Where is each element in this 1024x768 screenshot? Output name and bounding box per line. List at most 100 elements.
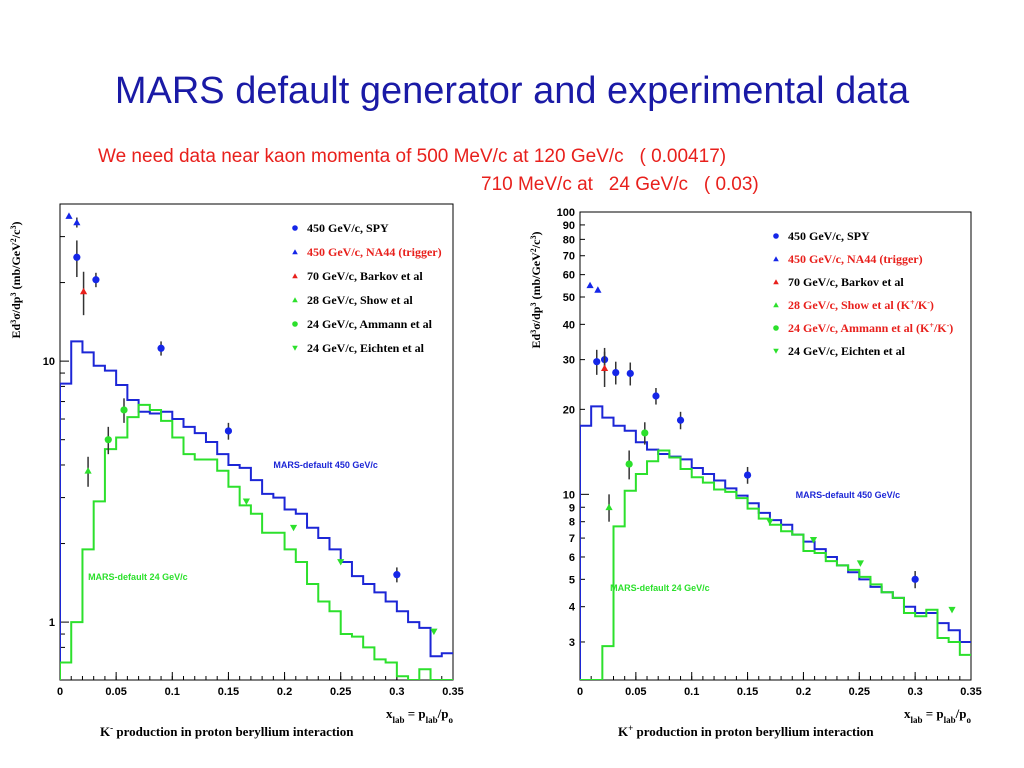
x-tick-label: 0.2 — [796, 686, 811, 698]
data-point — [430, 628, 438, 636]
data-point — [224, 427, 233, 435]
legend-marker — [773, 348, 779, 354]
data-point — [612, 368, 620, 377]
data-point — [641, 429, 649, 437]
x-tick-label: 0.3 — [907, 686, 922, 698]
data-point — [586, 281, 594, 289]
x-tick-label: 0 — [57, 686, 63, 698]
data-point — [626, 369, 634, 378]
legend-label: 450 GeV/c, NA44 (trigger) — [788, 252, 923, 266]
data-point — [73, 253, 81, 261]
y-axis-title: Ed3σ/dp3 (mb/GeV2/c3) — [9, 222, 24, 339]
data-point — [120, 406, 128, 414]
y-tick-label: 8 — [569, 517, 575, 529]
legend-marker — [292, 297, 298, 303]
data-point — [73, 218, 81, 226]
data-point — [809, 536, 818, 544]
data-point — [911, 575, 919, 583]
legend-marker — [292, 321, 298, 327]
y-tick-label: 70 — [563, 251, 575, 263]
y-tick-label: 1 — [49, 617, 55, 629]
legend-label: 450 GeV/c, SPY — [788, 229, 870, 243]
series-label: MARS-default 24 GeV/c — [610, 583, 710, 593]
data-point — [84, 467, 92, 474]
data-point — [593, 358, 601, 366]
legend-label: 70 GeV/c, Barkov et al — [788, 275, 904, 289]
data-point — [157, 344, 165, 352]
x-axis-title: xlab = plab/po — [904, 706, 972, 725]
y-tick-label: 30 — [563, 355, 575, 367]
y-tick-label: 20 — [563, 404, 575, 416]
y-tick-label: 9 — [569, 502, 575, 514]
y-tick-label: 10 — [43, 356, 55, 368]
x-tick-label: 0.25 — [849, 686, 870, 698]
x-tick-label: 0.25 — [330, 686, 351, 698]
x-tick-label: 0.15 — [737, 686, 758, 698]
legend-marker — [292, 249, 298, 255]
data-point — [743, 471, 752, 479]
data-point — [625, 460, 633, 468]
y-tick-label: 100 — [557, 207, 575, 219]
y-tick-label: 5 — [569, 574, 575, 586]
x-tick-label: 0.35 — [960, 686, 981, 698]
y-tick-label: 60 — [563, 270, 575, 282]
data-point — [676, 416, 685, 424]
legend-label: 24 GeV/c, Ammann et al (K+/K-) — [788, 321, 953, 336]
x-tick-label: 0 — [577, 686, 583, 698]
y-tick-label: 40 — [563, 319, 575, 331]
data-point — [79, 287, 88, 295]
x-tick-label: 0.05 — [625, 686, 646, 698]
x-tick-label: 0.05 — [105, 686, 126, 698]
note-line-2: 710 MeV/c at 24 GeV/c ( 0.03) — [481, 174, 759, 195]
histogram-mars_450 — [60, 340, 453, 680]
y-tick-label: 3 — [569, 637, 575, 649]
legend-label: 28 GeV/c, Show et al — [307, 293, 413, 307]
legend-marker — [773, 325, 779, 331]
data-point — [65, 212, 73, 219]
x-tick-label: 0.2 — [277, 686, 292, 698]
data-point — [652, 392, 660, 400]
data-point — [289, 524, 298, 532]
y-tick-label: 10 — [563, 489, 575, 501]
legend-marker — [292, 345, 298, 351]
data-point — [337, 559, 345, 566]
series-label: MARS-default 450 GeV/c — [796, 490, 901, 500]
legend-label: 24 GeV/c, Ammann et al — [307, 317, 433, 331]
data-point — [856, 560, 865, 567]
data-point — [948, 606, 956, 614]
x-tick-label: 0.1 — [684, 686, 699, 698]
legend-marker — [773, 233, 779, 239]
x-tick-label: 0.15 — [218, 686, 239, 698]
data-point — [605, 503, 613, 511]
series-label: MARS-default 24 GeV/c — [88, 572, 188, 582]
x-tick-label: 0.35 — [442, 686, 463, 698]
data-point — [104, 436, 112, 444]
slide-title: MARS default generator and experimental … — [114, 70, 910, 112]
data-point — [600, 364, 609, 371]
x-tick-label: 0.1 — [165, 686, 180, 698]
y-tick-label: 80 — [563, 234, 575, 246]
legend-marker — [292, 273, 298, 279]
data-point — [594, 286, 602, 293]
chart-caption: K+ production in proton beryllium intera… — [618, 723, 874, 739]
data-point — [766, 518, 774, 526]
legend-label: 450 GeV/c, SPY — [307, 221, 389, 235]
note-line-1: We need data near kaon momenta of 500 Me… — [98, 146, 727, 167]
x-axis-title: xlab = plab/po — [386, 706, 454, 725]
y-tick-label: 4 — [569, 602, 576, 614]
histogram-mars_450 — [580, 405, 971, 680]
y-tick-label: 7 — [569, 533, 575, 545]
legend-label: 28 GeV/c, Show et al (K+/K-) — [788, 298, 934, 313]
y-tick-label: 6 — [569, 552, 575, 564]
x-tick-label: 0.3 — [389, 686, 404, 698]
y-axis-title: Ed3σ/dp3 (mb/GeV2/c3) — [529, 232, 544, 349]
legend-label: 24 GeV/c, Eichten et al — [307, 341, 425, 355]
data-point — [393, 571, 401, 579]
legend-marker — [773, 279, 779, 285]
histogram-mars_24 — [580, 449, 971, 680]
y-tick-label: 50 — [563, 292, 575, 304]
legend-marker — [773, 302, 779, 308]
legend-marker — [292, 225, 298, 231]
legend-marker — [773, 256, 779, 262]
